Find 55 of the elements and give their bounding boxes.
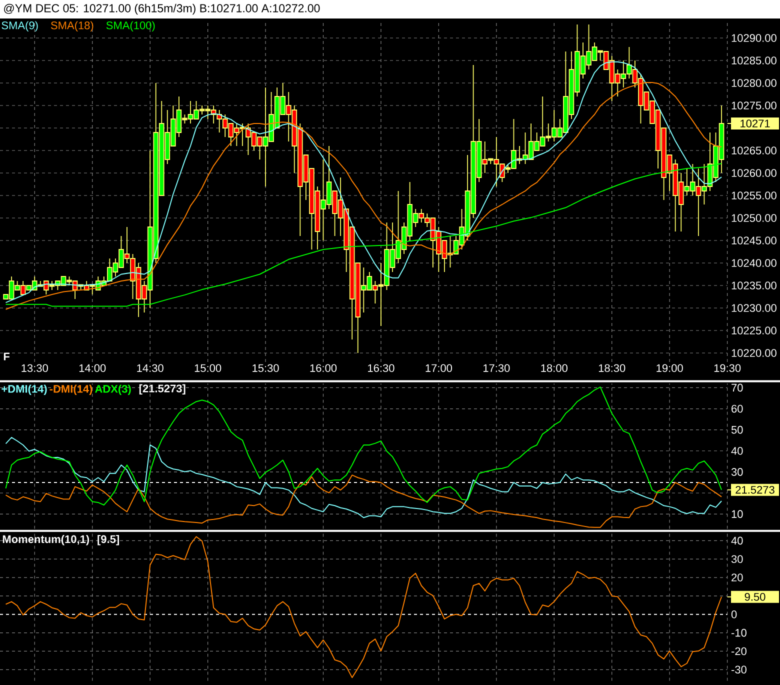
x-tick-label: 17:30 [483, 364, 510, 372]
y-tick-label: 60 [732, 404, 743, 413]
annotation: [9.5] [98, 535, 119, 546]
y-tick-label: -10 [731, 628, 746, 637]
y-tick-label: 40 [731, 446, 743, 455]
text: ADX(3) [95, 384, 131, 395]
text: 21.5273 [736, 486, 774, 494]
y-tick-label: 10220.00 [732, 349, 776, 357]
y-tick-label: 10230.00 [732, 304, 776, 312]
y-tick-label: 50 [731, 426, 743, 434]
annotation: [21.5273] [139, 384, 186, 395]
x-tick-label: 18:30 [598, 364, 626, 372]
x-tick-label: 16:30 [368, 364, 394, 372]
x-tick-label: 14:30 [137, 364, 164, 372]
x-tick-label: 18:00 [541, 364, 568, 372]
y-tick-label: -20 [731, 647, 746, 656]
text: 10271 [740, 120, 770, 128]
y-tick-label: 10265.00 [732, 146, 776, 154]
y-tick-label: 20 [732, 574, 743, 582]
y-tick-label: 10 [732, 510, 743, 518]
chart-title: Momentum(10,1) [2, 535, 90, 546]
y-tick-label: 40 [731, 536, 743, 545]
chart-title: @YM DEC 05: 10271.00 (6h15m/3m) B:10271.00 A:10272.00 [4, 4, 320, 15]
x-tick-label: 19:30 [714, 364, 741, 372]
y-tick-label: 10290.00 [732, 34, 776, 42]
x-tick-label: 19:00 [656, 364, 683, 372]
annotation: F [4, 352, 10, 360]
y-tick-label: 10285.00 [732, 56, 776, 64]
y-tick-label: 10245.00 [732, 236, 776, 244]
y-tick-label: 10260.00 [732, 169, 776, 177]
y-tick-label: 10275.00 [732, 102, 776, 110]
text: SMA(18) [50, 21, 94, 32]
x-tick-label: 17:00 [426, 364, 452, 372]
y-tick-label: 30 [731, 468, 743, 476]
y-tick-label: 0 [731, 610, 737, 618]
line-series [5, 536, 722, 678]
text: SMA(9) [2, 21, 38, 32]
text: SMA(100) [106, 21, 155, 32]
text: +DMI(14) [2, 384, 47, 395]
y-tick-label: 10225.00 [732, 326, 776, 334]
y-tick-label: 10280.00 [732, 79, 776, 87]
y-tick-label: 10255.00 [732, 192, 776, 200]
y-tick-label: -30 [731, 666, 746, 674]
y-tick-label: 70 [732, 384, 743, 392]
y-tick-label: 30 [731, 555, 743, 563]
x-tick-label: 15:00 [194, 364, 222, 372]
y-tick-label: 10240.00 [732, 259, 776, 267]
y-tick-label: 10250.00 [732, 214, 776, 222]
x-tick-label: 15:30 [252, 364, 279, 372]
text: -DMI(14) [50, 384, 92, 395]
x-tick-label: 14:00 [79, 364, 106, 372]
x-tick-label: 16:00 [310, 364, 337, 372]
y-tick-label: 10235.00 [732, 282, 776, 290]
text: 9.50 [744, 592, 766, 601]
x-tick-label: 13:30 [22, 364, 48, 372]
